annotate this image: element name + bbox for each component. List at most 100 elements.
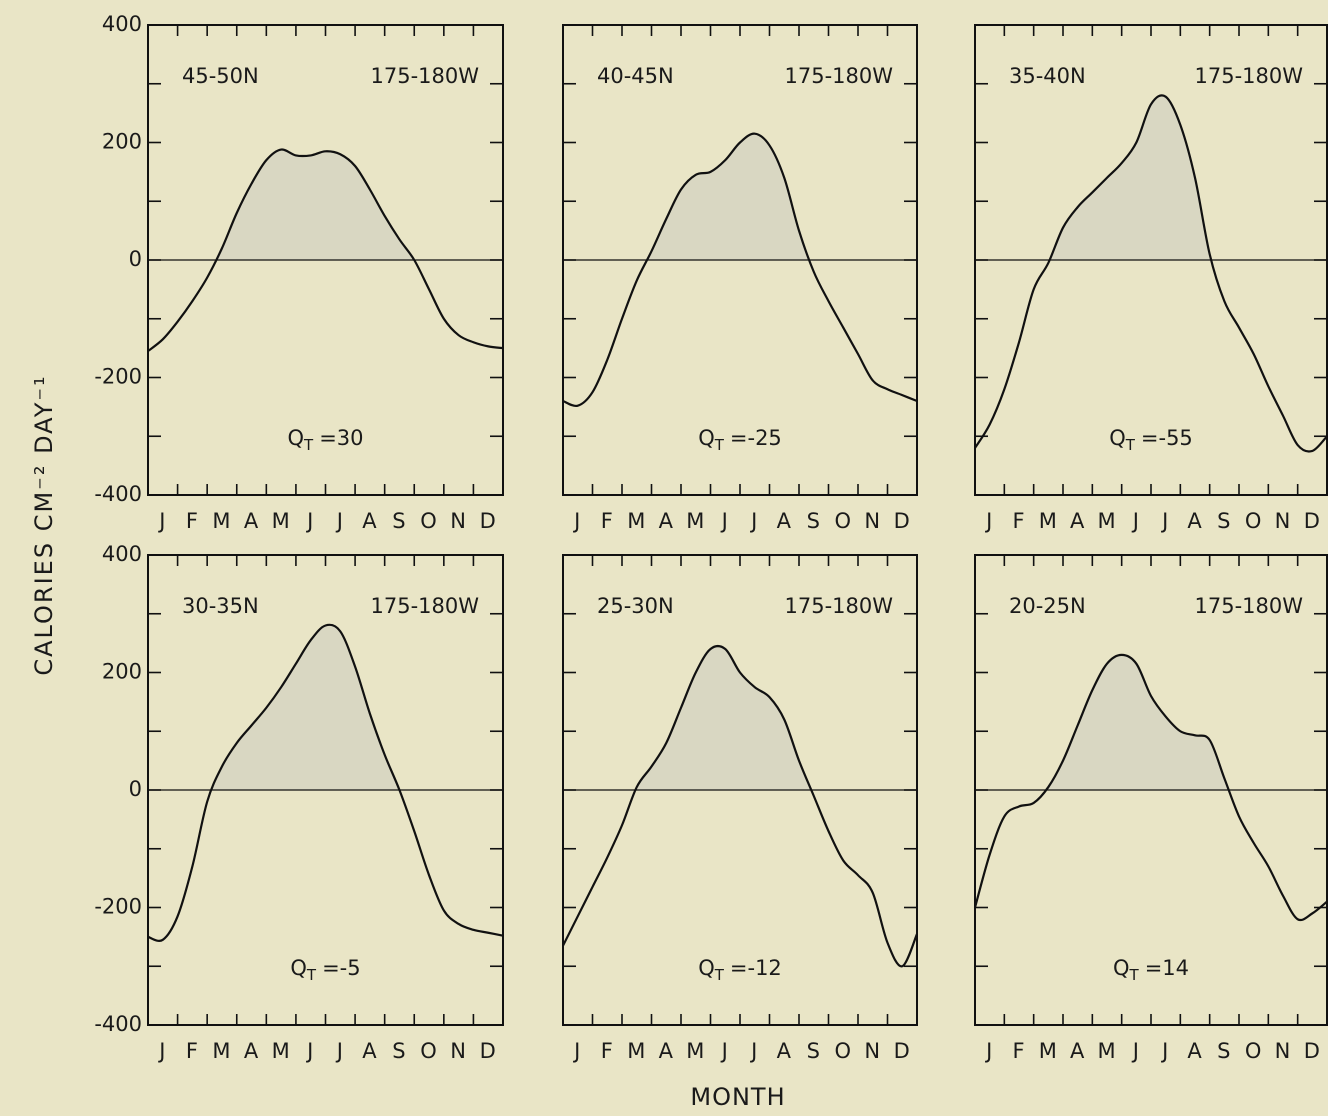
month-label: F [186, 509, 199, 533]
longitude-label: 175-180W [370, 64, 479, 88]
annotation-subscript: T [1129, 966, 1140, 984]
annotation-label: =-25 [730, 426, 782, 450]
month-label: J [984, 1039, 993, 1063]
month-label: N [864, 509, 881, 533]
month-label: D [480, 509, 497, 533]
month-label: N [1275, 509, 1292, 533]
annotation-label: =-12 [730, 956, 782, 980]
month-label: M [272, 509, 291, 533]
month-label: S [807, 1039, 821, 1063]
longitude-label: 175-180W [784, 594, 893, 618]
positive-area [975, 654, 1327, 790]
y-tick-label: 200 [102, 660, 142, 684]
month-label: S [392, 509, 406, 533]
annotation-subscript: T [306, 966, 317, 984]
month-label: A [1187, 1039, 1202, 1063]
positive-area [975, 95, 1327, 260]
month-label: A [777, 1039, 792, 1063]
month-label: J [749, 509, 758, 533]
month-label: M [272, 1039, 291, 1063]
month-label: J [749, 1039, 758, 1063]
month-label: M [1039, 1039, 1058, 1063]
month-label: A [777, 509, 792, 533]
annotation: QT =14 [1113, 956, 1189, 984]
month-label: D [1304, 1039, 1321, 1063]
month-label: J [720, 1039, 729, 1063]
month-label: S [1217, 1039, 1231, 1063]
data-line [973, 653, 1328, 922]
month-label: M [212, 1039, 231, 1063]
month-label: J [157, 1039, 166, 1063]
data-line [562, 644, 919, 968]
month-label: A [244, 1039, 259, 1063]
month-label: M [686, 1039, 705, 1063]
y-tick-label: 0 [129, 777, 142, 801]
latitude-label: 30-35N [182, 594, 259, 618]
month-label: J [305, 1039, 314, 1063]
month-label: O [834, 1039, 852, 1063]
month-label: D [480, 1039, 497, 1063]
longitude-label: 175-180W [1194, 594, 1303, 618]
annotation-symbol: Q [698, 426, 715, 450]
data-line [974, 94, 1328, 453]
month-label: M [627, 1039, 646, 1063]
month-label: O [1245, 509, 1263, 533]
y-axis-label: CALORIES CM⁻² DAY⁻¹ [30, 374, 58, 675]
month-label: A [1187, 509, 1202, 533]
positive-area [148, 624, 503, 790]
month-label: O [420, 1039, 438, 1063]
data-line [147, 148, 504, 352]
month-label: M [1039, 509, 1058, 533]
annotation-symbol: Q [1113, 956, 1130, 980]
y-tick-label: -400 [94, 482, 142, 506]
month-label: D [894, 509, 911, 533]
month-label: S [807, 509, 821, 533]
month-label: N [864, 1039, 881, 1063]
month-label: M [627, 509, 646, 533]
month-label: F [1012, 1039, 1025, 1063]
y-tick-label: -400 [94, 1012, 142, 1036]
month-label: J [720, 509, 729, 533]
month-label: F [186, 1039, 199, 1063]
month-label: A [244, 509, 259, 533]
month-label: S [392, 1039, 406, 1063]
month-label: J [572, 1039, 581, 1063]
month-label: O [834, 509, 852, 533]
annotation-label: =-5 [322, 956, 361, 980]
month-label: O [420, 509, 438, 533]
annotation: QT =-25 [698, 426, 782, 454]
annotation: QT =-55 [1109, 426, 1193, 454]
annotation-subscript: T [1125, 436, 1136, 454]
month-label: N [1275, 1039, 1292, 1063]
month-label: N [450, 509, 467, 533]
annotation-symbol: Q [1109, 426, 1126, 450]
latitude-label: 35-40N [1009, 64, 1086, 88]
month-label: A [362, 1039, 377, 1063]
month-label: J [572, 509, 581, 533]
data-line [562, 132, 918, 408]
y-tick-label: 400 [102, 542, 142, 566]
longitude-label: 175-180W [370, 594, 479, 618]
annotation-subscript: T [303, 436, 314, 454]
month-label: J [335, 1039, 344, 1063]
month-label: M [1097, 509, 1116, 533]
month-label: D [1304, 509, 1321, 533]
month-label: A [659, 509, 674, 533]
month-label: F [601, 1039, 614, 1063]
month-label: D [894, 1039, 911, 1063]
month-label: A [362, 509, 377, 533]
month-label: J [1160, 509, 1169, 533]
longitude-label: 175-180W [784, 64, 893, 88]
month-label: J [305, 509, 314, 533]
month-label: J [1131, 1039, 1140, 1063]
month-label: J [1131, 509, 1140, 533]
annotation: QT =-5 [290, 956, 360, 984]
month-label: N [450, 1039, 467, 1063]
x-axis-label: MONTH [690, 1083, 785, 1111]
latitude-label: 20-25N [1009, 594, 1086, 618]
y-tick-label: 0 [129, 247, 142, 271]
y-tick-label: 200 [102, 130, 142, 154]
positive-area [563, 646, 917, 790]
annotation-label: =30 [319, 426, 363, 450]
